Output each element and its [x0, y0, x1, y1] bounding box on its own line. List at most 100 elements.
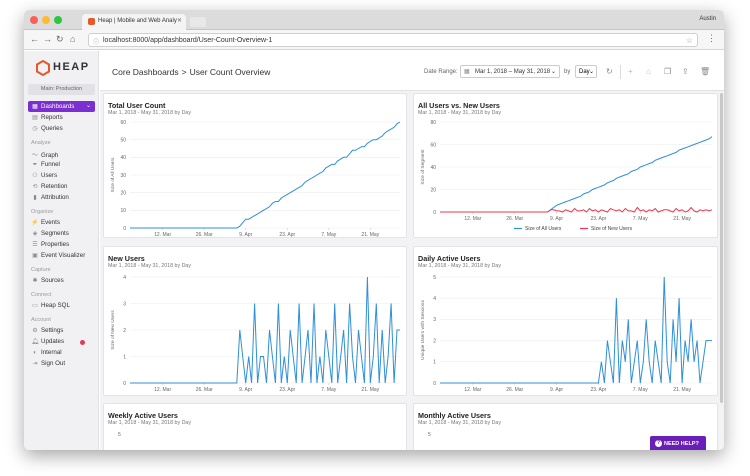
sidebar-item-graph[interactable]: 〜 Graph	[31, 152, 59, 159]
card-title: Weekly Active Users	[108, 411, 178, 420]
x-tick-label: 9. Apr	[239, 232, 252, 238]
breadcrumb-separator: >	[181, 67, 187, 77]
x-tick-label: 9. Apr	[239, 387, 252, 393]
home-icon[interactable]: ⌂	[70, 34, 76, 44]
breadcrumb-root[interactable]: Core Dashboards	[112, 67, 179, 77]
y-tick-label: 40	[430, 165, 436, 171]
browser-menu-icon[interactable]: ⋮	[707, 33, 716, 43]
page-title: User Count Overview	[189, 67, 271, 77]
sidebar-item-segments[interactable]: ◈ Segments	[32, 230, 69, 237]
chevron-down-icon[interactable]: ⌄	[85, 103, 91, 109]
sidebar-item-updates[interactable]: 🔔︎ Updates	[31, 338, 65, 345]
y-tick-label: 0	[433, 210, 436, 216]
card-subtitle: Mar 1, 2018 - May 31, 2018 by Day	[418, 263, 502, 269]
queries-icon: ◷	[32, 126, 38, 132]
y-tick-label: 5	[118, 432, 121, 438]
card-title: Daily Active Users	[418, 254, 481, 263]
x-tick-label: 7. May	[633, 216, 649, 222]
copy-icon[interactable]: ❐	[664, 67, 672, 76]
delete-icon[interactable]: 🗑︎	[700, 67, 711, 76]
sidebar-item-funnel[interactable]: ⏷ Funnel	[32, 161, 60, 168]
x-tick-label: 7. May	[633, 387, 649, 393]
x-tick-label: 9. Apr	[550, 387, 563, 393]
help-icon: ?	[655, 440, 662, 447]
legend-entry: Size of New Users	[591, 226, 633, 232]
dashboard-header: Core Dashboards > User Count Overview Date…	[100, 51, 724, 91]
y-tick-label: 4	[433, 296, 436, 302]
y-tick-label: 60	[120, 120, 126, 126]
card-title: All Users vs. New Users	[418, 101, 500, 110]
bookmark-star-icon[interactable]: ☆	[685, 36, 693, 45]
sidebar-item-heap-sql[interactable]: ▭ Heap SQL	[32, 302, 70, 309]
card-subtitle: Mar 1, 2018 - May 31, 2018 by Day	[418, 420, 502, 426]
sidebar-item-retention[interactable]: ⟲ Retention	[32, 183, 68, 190]
sidebar-item-event-visualizer[interactable]: ▣ Event Visualizer	[32, 252, 86, 259]
settings-icon: ⚙	[32, 328, 38, 334]
y-tick-label: 20	[430, 187, 436, 193]
sidebar-item-internal[interactable]: ◐ Internal	[31, 349, 61, 356]
new-tab-button[interactable]	[190, 17, 206, 27]
maximize-window-button[interactable]	[54, 16, 62, 24]
environment-selector[interactable]: Main: Production	[28, 84, 95, 95]
series-line-2	[440, 206, 713, 213]
chart-card-weekly-active-users[interactable]: Weekly Active Users Mar 1, 2018 - May 31…	[103, 403, 407, 450]
x-tick-label: 12. Mar	[464, 387, 481, 393]
url-input[interactable]: ⓘ localhost:8000/app/dashboard/User-Coun…	[88, 33, 698, 47]
x-tick-label: 26. Mar	[196, 232, 213, 238]
sidebar-item-users[interactable]: ⚇ Users	[32, 172, 58, 179]
info-icon[interactable]: ⓘ	[93, 40, 100, 46]
y-tick-label: 3	[433, 317, 436, 323]
export-icon[interactable]: ⇪	[682, 67, 689, 76]
series-line-1	[440, 276, 712, 384]
logo-text: HEAP	[53, 61, 90, 73]
browser-tab[interactable]: Heap | Mobile and Web Analy ✕	[82, 14, 186, 30]
x-tick-label: 12. Mar	[154, 387, 171, 393]
need-help-button[interactable]: ? NEED HELP?	[650, 436, 706, 450]
sidebar-item-queries[interactable]: ◷ Queries	[32, 125, 63, 132]
x-tick-label: 26. Mar	[506, 387, 523, 393]
chevron-down-icon: ⌄	[550, 69, 556, 75]
sidebar-item-sources[interactable]: ✱ Sources	[32, 277, 64, 284]
refresh-icon[interactable]: ↻	[606, 67, 613, 76]
breadcrumb: Core Dashboards > User Count Overview	[112, 67, 270, 77]
minimize-window-button[interactable]	[42, 16, 50, 24]
back-icon[interactable]: ←	[30, 34, 39, 44]
date-range-label: Date Range:	[424, 69, 458, 75]
close-window-button[interactable]	[30, 16, 38, 24]
share-icon[interactable]: ⌂	[646, 67, 651, 76]
sidebar-item-dashboards[interactable]: ▦ Dashboards ⌄	[28, 101, 95, 112]
forward-icon[interactable]: →	[43, 34, 52, 44]
funnel-icon: ⏷	[32, 162, 38, 168]
heap-hexagon-icon	[36, 59, 50, 77]
x-tick-label: 21. May	[673, 216, 691, 222]
card-subtitle: Mar 1, 2018 - May 31, 2018 by Day	[108, 420, 192, 426]
section-capture: Capture	[31, 267, 51, 273]
sidebar-item-properties[interactable]: ☰ Properties	[32, 241, 70, 248]
x-tick-label: 7. May	[321, 232, 337, 238]
x-tick-label: 7. May	[321, 387, 337, 393]
toolbar-divider	[620, 65, 621, 79]
sidebar-item-events[interactable]: ⚡ Events	[31, 219, 60, 226]
granularity-select[interactable]: Day ⌄	[575, 65, 597, 78]
y-tick-label: 2	[433, 338, 436, 344]
browser-user[interactable]: Austin	[699, 16, 716, 22]
chart-card-new-users[interactable]: New Users Mar 1, 2018 - May 31, 2018 by …	[103, 246, 407, 396]
chart-card-total-user-count[interactable]: Total User Count Mar 1, 2018 - May 31, 2…	[103, 93, 407, 238]
sidebar-item-reports[interactable]: ▤ Reports	[32, 114, 63, 121]
sidebar-item-sign-out[interactable]: ⇥ Sign Out	[32, 360, 66, 367]
y-tick-label: 5	[433, 275, 436, 281]
heap-logo[interactable]: HEAP	[36, 59, 90, 77]
sidebar-item-settings[interactable]: ⚙ Settings	[32, 327, 64, 334]
add-icon[interactable]: +	[628, 67, 633, 76]
section-analyze: Analyze	[31, 140, 51, 146]
chart-card-daily-active-users[interactable]: Daily Active Users Mar 1, 2018 - May 31,…	[413, 246, 718, 396]
scrollbar[interactable]	[720, 93, 723, 403]
reload-icon[interactable]: ↻	[56, 34, 64, 44]
event-visualizer-icon: ▣	[32, 253, 38, 259]
sidebar-item-attribution[interactable]: ▮ Attribution	[31, 194, 69, 201]
close-tab-icon[interactable]: ✕	[176, 18, 182, 24]
properties-icon: ☰	[32, 242, 38, 248]
x-tick-label: 21. May	[361, 387, 379, 393]
chart-card-all-vs-new-users[interactable]: All Users vs. New Users Mar 1, 2018 - Ma…	[413, 93, 718, 238]
date-range-picker[interactable]: ▦ Mar 1, 2018 – May 31, 2018 ⌄	[460, 65, 560, 78]
